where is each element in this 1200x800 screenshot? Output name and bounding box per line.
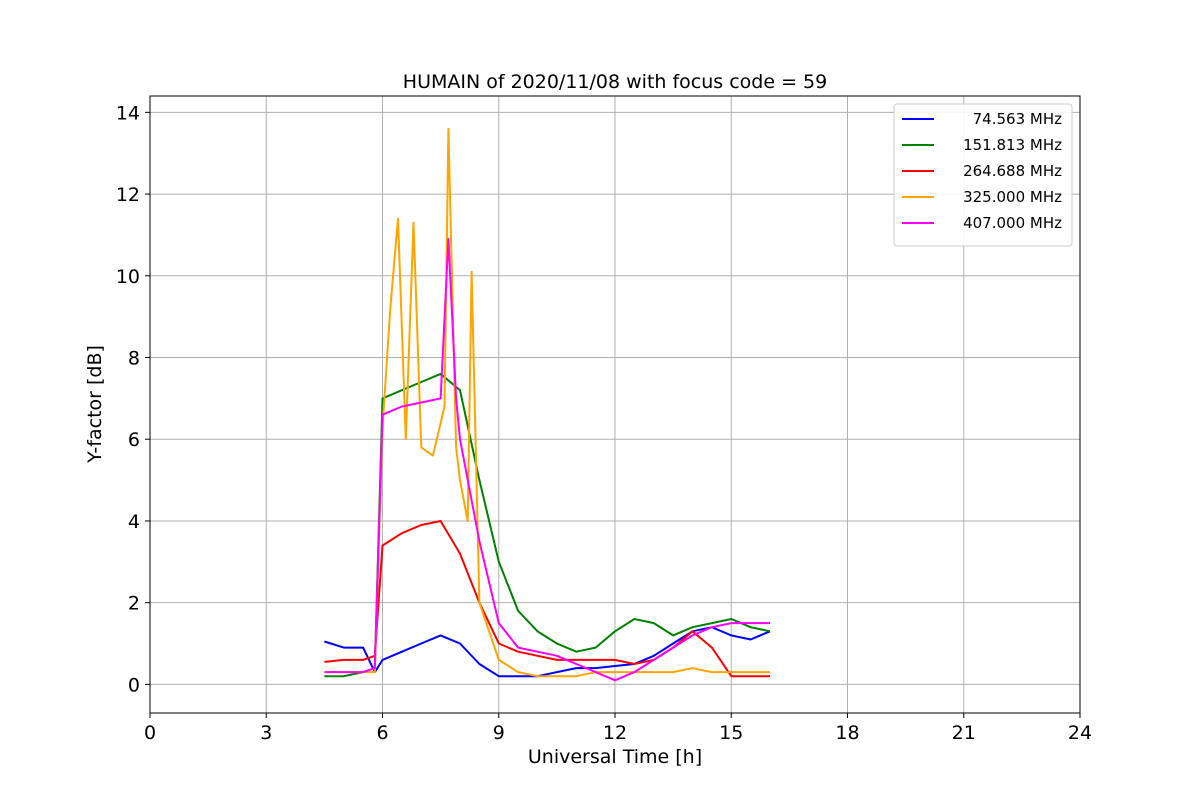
y-tick-label: 14: [116, 102, 140, 124]
legend-box: [893, 103, 1073, 247]
y-tick-label: 6: [128, 429, 140, 451]
x-tick-label: 12: [603, 722, 627, 744]
x-axis: 0 3 6 9 12 15 18 21 24: [144, 713, 1092, 744]
y-tick-label: 8: [128, 348, 140, 370]
series-line-1: [324, 372, 771, 678]
legend-label: 325.000 MHz: [963, 188, 1062, 206]
legend-label: 407.000 MHz: [963, 214, 1062, 232]
x-tick-label: 15: [719, 722, 743, 744]
y-axis: 0 2 4 6 8 10 12 14: [116, 102, 150, 696]
y-tick-label: 2: [128, 593, 140, 615]
y-tick-label: 12: [116, 184, 140, 206]
plot-area: [324, 127, 771, 682]
x-tick-label: 9: [493, 722, 505, 744]
legend-label: 74.563 MHz: [973, 110, 1062, 128]
series-line-4: [324, 238, 770, 682]
x-tick-label: 18: [835, 722, 859, 744]
chart-title: HUMAIN of 2020/11/08 with focus code = 5…: [403, 71, 827, 93]
legend-label: 151.813 MHz: [963, 136, 1062, 154]
grid: [149, 96, 1081, 713]
x-tick-label: 3: [260, 722, 272, 744]
y-tick-label: 10: [116, 266, 140, 288]
legend-label: 264.688 MHz: [963, 162, 1062, 180]
x-tick-label: 21: [952, 722, 976, 744]
y-axis-label: Y-factor [dB]: [84, 345, 106, 464]
legend: 74.563 MHz 151.813 MHz 264.688 MHz 325.000 …: [893, 103, 1073, 247]
series-line-3: [324, 127, 770, 678]
y-tick-label: 4: [128, 511, 140, 533]
series-line-0: [324, 626, 771, 678]
x-tick-label: 6: [376, 722, 388, 744]
x-tick-label: 24: [1068, 722, 1092, 744]
x-tick-label: 0: [144, 722, 156, 744]
series-line-2: [324, 520, 770, 678]
y-tick-label: 0: [128, 674, 140, 696]
x-axis-label: Universal Time [h]: [528, 746, 702, 768]
